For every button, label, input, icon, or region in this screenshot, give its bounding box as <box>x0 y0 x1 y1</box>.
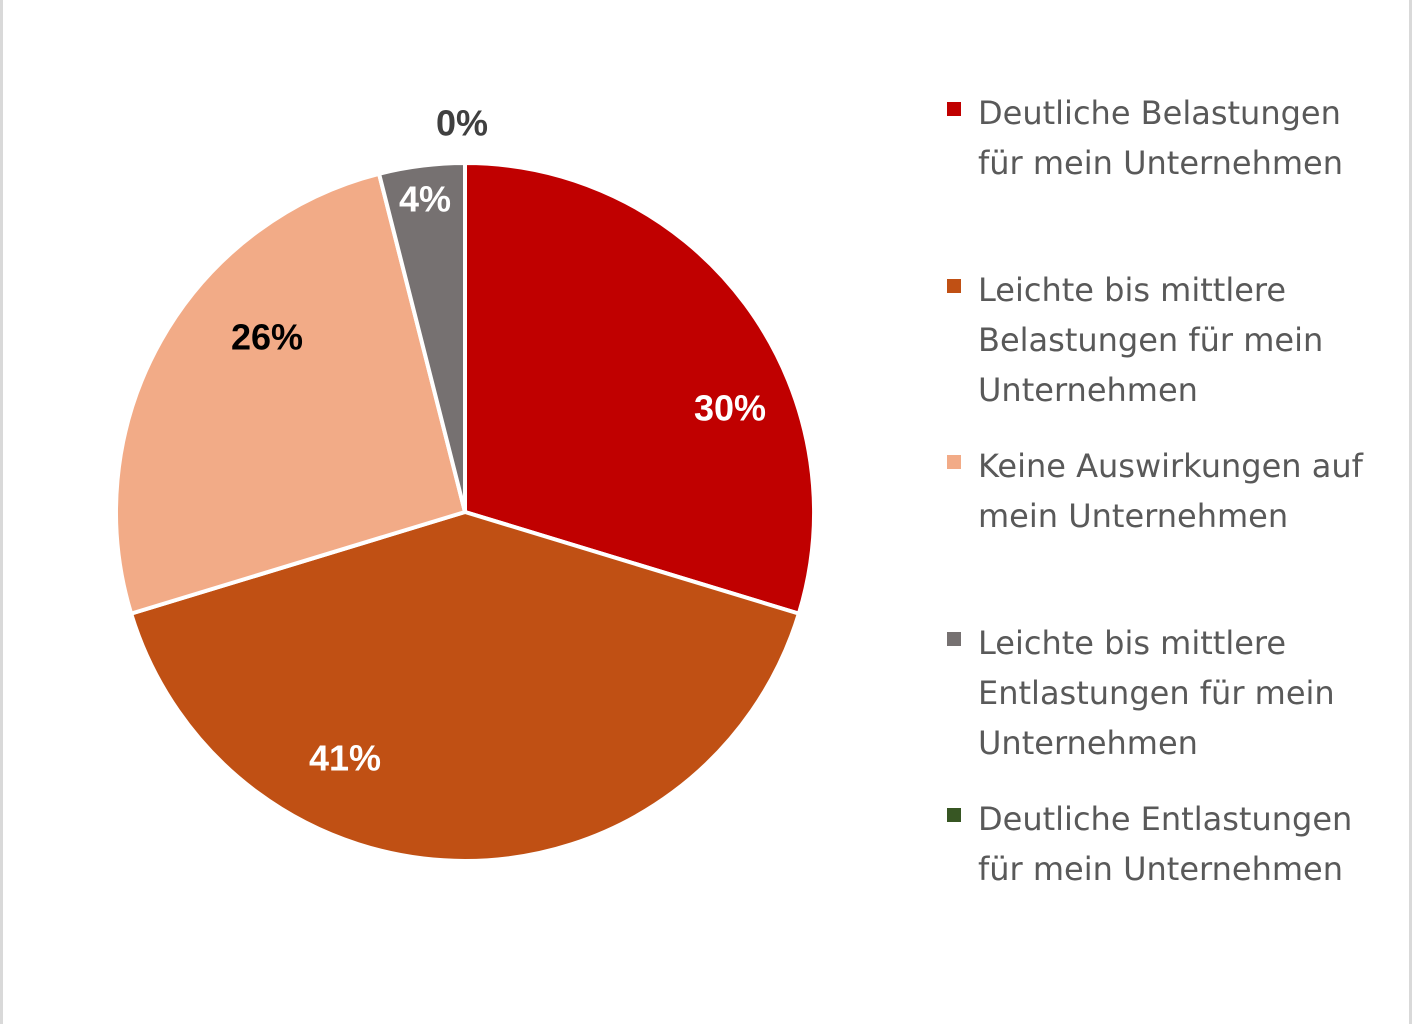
legend-item-deutliche-entlastungen: Deutliche Entlastungen für mein Unterneh… <box>947 794 1387 894</box>
pie-slice-leichte-entlastungen <box>377 161 467 514</box>
legend-swatch-leichte-entlastungen <box>947 632 961 646</box>
legend-swatch-leichte-belastungen <box>947 279 961 293</box>
pie-chart: 30% 41% 26% 4% 0% <box>114 103 816 863</box>
legend-item-leichte-entlastungen: Leichte bis mittlere Entlastungen für me… <box>947 618 1387 768</box>
slice-value-label-deutliche-entlastungen: 0% <box>436 103 488 144</box>
slice-value-label-leichte-belastungen: 41% <box>309 738 381 779</box>
legend-swatch-keine-auswirkungen <box>947 455 961 469</box>
pie-slice-deutliche-belastungen <box>463 161 816 616</box>
slice-value-label-keine-auswirkungen: 26% <box>231 317 303 358</box>
legend-label-keine-auswirkungen: Keine Auswirkungen auf mein Unternehmen <box>978 447 1363 535</box>
pie-slice-keine-auswirkungen <box>114 171 467 616</box>
legend-item-keine-auswirkungen: Keine Auswirkungen auf mein Unternehmen <box>947 441 1387 541</box>
legend-item-leichte-belastungen: Leichte bis mittlere Belastungen für mei… <box>947 265 1387 415</box>
legend-swatch-deutliche-entlastungen <box>947 808 961 822</box>
legend-label-deutliche-entlastungen: Deutliche Entlastungen für mein Unterneh… <box>978 800 1353 888</box>
legend-label-leichte-entlastungen: Leichte bis mittlere Entlastungen für me… <box>978 624 1335 762</box>
legend-item-deutliche-belastungen: Deutliche Belastungen für mein Unternehm… <box>947 88 1387 188</box>
slice-value-label-leichte-entlastungen: 4% <box>399 179 451 220</box>
slice-value-label-deutliche-belastungen: 30% <box>694 388 766 429</box>
legend-label-deutliche-belastungen: Deutliche Belastungen für mein Unternehm… <box>978 94 1343 182</box>
legend-swatch-deutliche-belastungen <box>947 102 961 116</box>
pie-slice-leichte-belastungen <box>129 510 801 863</box>
legend-label-leichte-belastungen: Leichte bis mittlere Belastungen für mei… <box>978 271 1324 409</box>
